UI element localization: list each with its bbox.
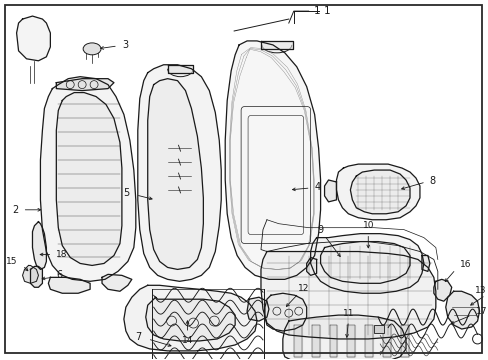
Text: 9: 9 <box>317 225 323 235</box>
Text: 1: 1 <box>323 6 329 16</box>
Text: 3: 3 <box>122 40 128 50</box>
Text: 7: 7 <box>135 332 142 342</box>
Polygon shape <box>167 65 193 73</box>
Polygon shape <box>102 274 132 291</box>
Polygon shape <box>293 325 301 357</box>
Text: 13: 13 <box>474 286 486 295</box>
Polygon shape <box>264 293 306 331</box>
Text: 10: 10 <box>362 221 373 230</box>
Polygon shape <box>138 65 221 281</box>
Polygon shape <box>145 297 235 341</box>
Polygon shape <box>306 257 316 275</box>
Polygon shape <box>433 279 451 301</box>
Text: 8: 8 <box>429 176 435 186</box>
Polygon shape <box>400 325 408 357</box>
Text: 17: 17 <box>475 307 486 316</box>
Text: 4: 4 <box>314 182 320 192</box>
Text: 1: 1 <box>313 6 320 16</box>
Polygon shape <box>261 41 292 49</box>
Text: 2: 2 <box>12 205 19 215</box>
Text: 14: 14 <box>182 337 193 346</box>
Polygon shape <box>30 266 42 287</box>
Polygon shape <box>282 315 405 360</box>
Ellipse shape <box>83 43 101 55</box>
Text: 18: 18 <box>56 250 68 259</box>
Polygon shape <box>336 164 419 220</box>
Polygon shape <box>48 277 90 293</box>
Polygon shape <box>22 265 39 283</box>
Polygon shape <box>445 291 479 329</box>
Text: 11: 11 <box>342 309 353 318</box>
Text: 5: 5 <box>123 188 130 198</box>
Polygon shape <box>311 325 319 357</box>
Polygon shape <box>324 180 336 202</box>
Polygon shape <box>320 242 409 283</box>
Polygon shape <box>225 41 320 279</box>
Polygon shape <box>421 256 429 271</box>
Polygon shape <box>246 297 268 321</box>
Text: 6: 6 <box>56 270 62 280</box>
Text: 15: 15 <box>6 257 18 266</box>
Polygon shape <box>147 79 203 269</box>
Text: 12: 12 <box>297 284 309 293</box>
Polygon shape <box>383 325 390 357</box>
Polygon shape <box>310 234 423 293</box>
Polygon shape <box>56 93 122 265</box>
Polygon shape <box>56 79 114 91</box>
Polygon shape <box>346 325 355 357</box>
Polygon shape <box>329 325 337 357</box>
Polygon shape <box>365 325 372 357</box>
Polygon shape <box>32 222 46 269</box>
Polygon shape <box>123 285 257 351</box>
Polygon shape <box>17 16 50 61</box>
Polygon shape <box>261 252 435 339</box>
Polygon shape <box>41 77 136 281</box>
Text: 16: 16 <box>459 260 470 269</box>
Bar <box>373 325 384 333</box>
Polygon shape <box>350 170 409 214</box>
